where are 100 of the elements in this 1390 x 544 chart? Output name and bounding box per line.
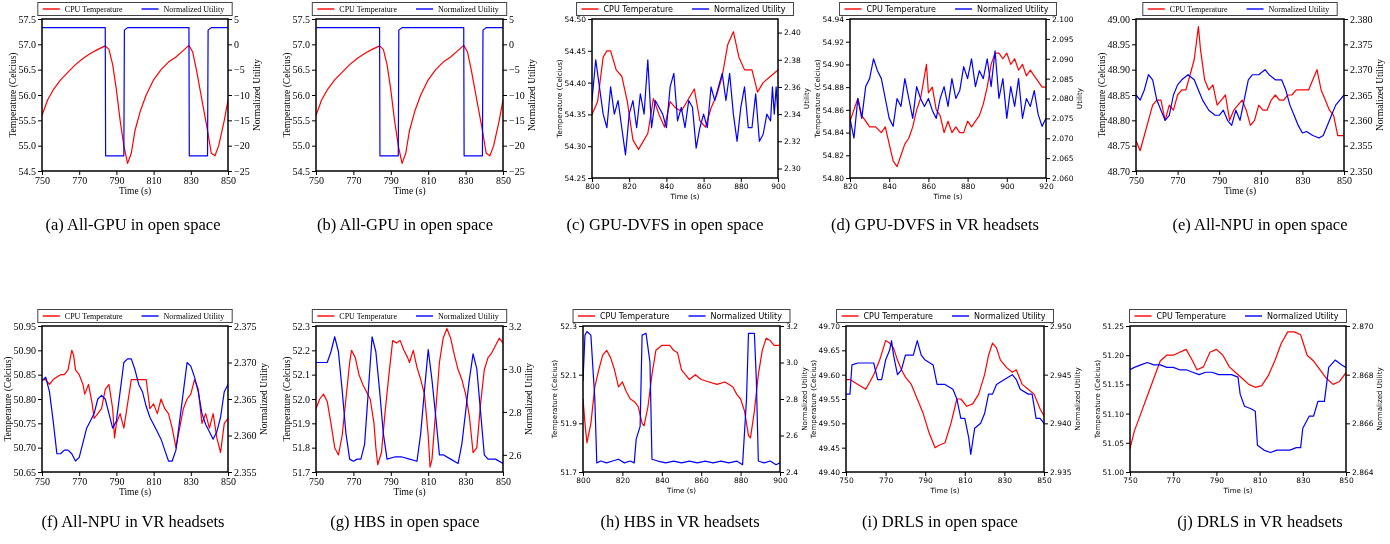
x-tick-label: 770 xyxy=(72,476,88,488)
y2-tick-label: 2.370 xyxy=(1350,64,1373,76)
line-series xyxy=(1136,26,1344,152)
line-series xyxy=(592,59,778,156)
legend-label: Normalized Utility xyxy=(977,4,1049,14)
x-tick-label: 810 xyxy=(1253,175,1269,187)
y-tick-label: 50.85 xyxy=(13,369,36,381)
y2-tick-label: 2.360 xyxy=(1350,115,1373,127)
text: (f) All-NPU in VR headsets xyxy=(41,512,225,531)
legend-label: Normalized Utility xyxy=(438,311,499,321)
y2-tick-label: −10 xyxy=(234,89,250,101)
y-tick-label: 48.70 xyxy=(1107,165,1130,177)
y-tick-label: 51.7 xyxy=(292,466,310,478)
x-tick-label: 750 xyxy=(35,476,50,488)
x-axis-title: Time (s) xyxy=(1223,186,1257,197)
x-tick-label: 770 xyxy=(72,175,88,187)
y-tick-label: 50.70 xyxy=(13,442,36,454)
y-tick-label: 50.75 xyxy=(13,418,36,430)
y-tick-label: 52.0 xyxy=(292,393,310,405)
x-tick-label: 770 xyxy=(346,476,362,488)
y-tick-label: 48.75 xyxy=(1107,140,1130,152)
text: (g) HBS in open space xyxy=(330,512,480,531)
y-tick-label: 51.8 xyxy=(292,442,310,454)
y2-tick-label: 2.365 xyxy=(234,393,257,405)
y-tick-label: 55.5 xyxy=(292,115,310,127)
legend-label: Normalized Utility xyxy=(1268,4,1330,14)
y2-tick-label: −20 xyxy=(509,140,525,152)
x-tick-label: 790 xyxy=(383,175,399,187)
x-tick-label: 830 xyxy=(1295,175,1311,187)
y2-tick-label: −5 xyxy=(234,64,245,76)
y2-tick-label: −15 xyxy=(234,115,250,127)
y2-tick-label: 3.0 xyxy=(509,363,522,375)
x-axis-title: Time (s) xyxy=(393,186,426,197)
line-series xyxy=(850,50,1046,139)
y2-tick-label: 2.380 xyxy=(1350,13,1373,25)
legend-label: Normalized Utility xyxy=(163,4,225,14)
x-tick-label: 810 xyxy=(146,175,162,187)
y-axis-title: Temperature (Celcius) xyxy=(7,52,19,138)
legend-label: Normalized Utility xyxy=(163,311,225,321)
y-tick-label: 57.5 xyxy=(18,13,36,25)
y2-axis-title: Normalized Utility xyxy=(527,58,538,132)
y-tick-label: 57.0 xyxy=(292,39,310,51)
y2-tick-label: 5 xyxy=(509,13,514,25)
line-series xyxy=(316,44,503,164)
y2-tick-label: 2.355 xyxy=(1350,140,1373,152)
legend-label: Normalized Utility xyxy=(1267,311,1339,321)
x-tick-label: 830 xyxy=(458,175,474,187)
y-tick-label: 52.2 xyxy=(292,345,310,357)
y-tick-label: 57.5 xyxy=(292,13,310,25)
line-series xyxy=(1130,359,1346,454)
y2-tick-label: −10 xyxy=(509,89,525,101)
y-tick-label: 56.5 xyxy=(18,64,36,76)
line-series xyxy=(42,349,228,454)
legend-label: CPU Temperature xyxy=(863,311,934,321)
line-series xyxy=(583,337,780,444)
x-tick-label: 790 xyxy=(383,476,399,488)
x-axis-title: Time (s) xyxy=(118,186,152,197)
y2-tick-label: 5 xyxy=(234,13,239,25)
y2-axis-title: Normalized Utility xyxy=(252,58,263,132)
y2-tick-label: 2.360 xyxy=(234,430,257,442)
legend-label: CPU Temperature xyxy=(339,311,398,321)
y2-tick-label: 2.355 xyxy=(234,466,257,478)
text: (e) All-NPU in open space xyxy=(1172,215,1348,234)
x-tick-label: 750 xyxy=(309,476,324,488)
y-tick-label: 48.90 xyxy=(1107,64,1130,76)
y-axis-title: Temperature (Celcius) xyxy=(1096,52,1108,138)
line-series xyxy=(850,52,1046,168)
y2-tick-label: 2.6 xyxy=(509,449,522,461)
y2-tick-label: −5 xyxy=(509,64,520,76)
y2-tick-label: −25 xyxy=(234,165,250,177)
y-tick-label: 52.1 xyxy=(292,369,310,381)
x-tick-label: 850 xyxy=(221,175,236,187)
legend-label: Normalized Utility xyxy=(438,4,499,14)
y-tick-label: 56.0 xyxy=(18,89,36,101)
y2-tick-label: −20 xyxy=(234,140,250,152)
legend-label: CPU Temperature xyxy=(866,4,937,14)
x-tick-label: 750 xyxy=(1129,175,1144,187)
text: (j) DRLS in VR headsets xyxy=(1177,512,1343,531)
x-tick-label: 850 xyxy=(221,476,236,488)
x-tick-label: 770 xyxy=(1170,175,1186,187)
x-tick-label: 750 xyxy=(309,175,324,187)
y2-tick-label: 0 xyxy=(509,39,514,51)
text: (a) All-GPU in open space xyxy=(45,215,221,234)
line-series xyxy=(1136,69,1344,139)
legend-label: CPU Temperature xyxy=(1156,311,1227,321)
y2-tick-label: 3.2 xyxy=(509,320,522,332)
x-tick-label: 830 xyxy=(183,175,199,187)
y2-tick-label: 2.375 xyxy=(234,320,257,332)
y2-axis-title: Normalized Utility xyxy=(524,362,535,436)
text: (d) GPU-DVFS in VR headsets xyxy=(831,215,1039,234)
y2-tick-label: 0 xyxy=(234,39,239,51)
text: (h) HBS in VR headsets xyxy=(600,512,760,531)
legend-label: CPU Temperature xyxy=(64,311,123,321)
y-tick-label: 57.0 xyxy=(18,39,36,51)
legend-label: CPU Temperature xyxy=(600,311,670,321)
text: (c) GPU-DVFS in open space xyxy=(566,215,764,234)
y-tick-label: 56.5 xyxy=(292,64,310,76)
x-tick-label: 790 xyxy=(109,175,125,187)
y2-tick-label: 2.375 xyxy=(1350,39,1373,51)
x-tick-label: 770 xyxy=(346,175,362,187)
